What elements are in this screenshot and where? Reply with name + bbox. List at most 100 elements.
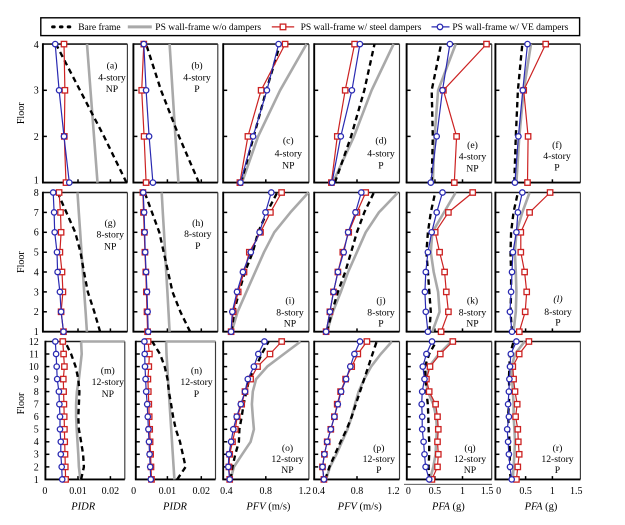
svg-text:Floor: Floor bbox=[16, 102, 27, 124]
svg-text:8-story: 8-story bbox=[96, 230, 124, 241]
svg-text:P: P bbox=[194, 389, 199, 400]
svg-text:(h): (h) bbox=[192, 218, 203, 229]
svg-text:4: 4 bbox=[34, 267, 39, 278]
svg-text:(i): (i) bbox=[285, 296, 294, 307]
svg-text:4-story: 4-story bbox=[98, 72, 126, 83]
svg-text:4-story: 4-story bbox=[275, 149, 303, 160]
svg-text:8-story: 8-story bbox=[544, 307, 572, 318]
svg-text:0.01: 0.01 bbox=[69, 486, 87, 497]
svg-text:P: P bbox=[554, 163, 559, 174]
svg-text:4: 4 bbox=[34, 40, 39, 51]
svg-text:8: 8 bbox=[34, 387, 39, 398]
svg-text:PIDR: PIDR bbox=[70, 502, 95, 513]
svg-text:1.5: 1.5 bbox=[570, 486, 583, 497]
svg-text:(b): (b) bbox=[191, 61, 202, 72]
svg-text:10: 10 bbox=[29, 362, 39, 373]
svg-text:5: 5 bbox=[34, 248, 39, 259]
svg-text:NP: NP bbox=[284, 319, 296, 330]
svg-text:1: 1 bbox=[34, 327, 39, 338]
svg-text:1.2: 1.2 bbox=[387, 486, 400, 497]
svg-text:(l): (l) bbox=[553, 294, 562, 305]
svg-text:1: 1 bbox=[34, 176, 39, 187]
svg-text:0.5: 0.5 bbox=[519, 486, 532, 497]
svg-text:0.01: 0.01 bbox=[159, 486, 177, 497]
svg-text:0.5: 0.5 bbox=[429, 486, 442, 497]
svg-text:9: 9 bbox=[34, 375, 39, 386]
svg-text:(d): (d) bbox=[375, 135, 386, 146]
svg-text:6: 6 bbox=[34, 412, 39, 423]
svg-text:0.8: 0.8 bbox=[260, 486, 273, 497]
svg-text:0: 0 bbox=[496, 486, 501, 497]
svg-text:12-story: 12-story bbox=[541, 454, 573, 465]
svg-text:PFV (m/s): PFV (m/s) bbox=[337, 502, 383, 513]
svg-text:P: P bbox=[195, 241, 200, 252]
svg-text:Bare frame: Bare frame bbox=[78, 22, 120, 33]
svg-text:1.2: 1.2 bbox=[298, 486, 311, 497]
svg-text:7: 7 bbox=[34, 400, 39, 411]
svg-text:4-story: 4-story bbox=[459, 152, 487, 163]
svg-text:7: 7 bbox=[34, 208, 39, 219]
svg-text:1: 1 bbox=[460, 486, 465, 497]
svg-text:(g): (g) bbox=[105, 218, 116, 229]
svg-text:1: 1 bbox=[550, 486, 555, 497]
svg-text:8-story: 8-story bbox=[184, 229, 212, 240]
svg-text:12-story: 12-story bbox=[92, 377, 124, 388]
svg-text:2: 2 bbox=[34, 462, 39, 473]
svg-text:PFA (g): PFA (g) bbox=[524, 502, 558, 513]
svg-text:(k): (k) bbox=[467, 296, 478, 307]
svg-text:P: P bbox=[378, 319, 383, 330]
svg-text:0: 0 bbox=[131, 486, 136, 497]
svg-text:Floor: Floor bbox=[16, 251, 27, 273]
svg-text:P: P bbox=[555, 318, 560, 329]
svg-text:(r): (r) bbox=[553, 443, 563, 454]
svg-text:1.5: 1.5 bbox=[481, 486, 494, 497]
svg-text:0: 0 bbox=[406, 486, 411, 497]
svg-text:NP: NP bbox=[281, 465, 293, 476]
svg-text:(e): (e) bbox=[467, 140, 478, 151]
svg-text:5: 5 bbox=[34, 425, 39, 436]
svg-text:(j): (j) bbox=[376, 296, 385, 307]
svg-text:(f): (f) bbox=[552, 140, 562, 151]
svg-text:8-story: 8-story bbox=[276, 307, 304, 318]
svg-text:P: P bbox=[376, 465, 381, 476]
svg-text:(c): (c) bbox=[283, 135, 294, 146]
svg-text:8: 8 bbox=[34, 188, 39, 199]
svg-text:8-story: 8-story bbox=[459, 307, 487, 318]
svg-text:3: 3 bbox=[34, 287, 39, 298]
svg-text:4-story: 4-story bbox=[543, 151, 571, 162]
svg-text:2: 2 bbox=[34, 132, 39, 143]
svg-text:Floor: Floor bbox=[16, 392, 27, 414]
svg-text:NP: NP bbox=[466, 319, 478, 330]
svg-text:12-story: 12-story bbox=[271, 454, 303, 465]
svg-text:PFA (g): PFA (g) bbox=[431, 502, 465, 513]
svg-text:NP: NP bbox=[102, 389, 114, 400]
svg-text:PFV (m/s): PFV (m/s) bbox=[245, 502, 291, 513]
svg-text:4: 4 bbox=[34, 437, 39, 448]
svg-text:PS wall-frame w/o dampers: PS wall-frame w/o dampers bbox=[155, 22, 261, 33]
svg-text:12-story: 12-story bbox=[454, 454, 486, 465]
svg-text:12-story: 12-story bbox=[180, 377, 212, 388]
svg-text:2: 2 bbox=[34, 307, 39, 318]
svg-text:P: P bbox=[555, 465, 560, 476]
svg-text:0.4: 0.4 bbox=[313, 486, 326, 497]
svg-text:0.02: 0.02 bbox=[102, 486, 120, 497]
svg-text:NP: NP bbox=[282, 160, 294, 171]
svg-text:PS wall-frame w/ VE dampers: PS wall-frame w/ VE dampers bbox=[452, 22, 568, 33]
svg-text:6: 6 bbox=[34, 228, 39, 239]
svg-text:P: P bbox=[378, 160, 383, 171]
svg-text:P: P bbox=[194, 84, 199, 95]
svg-text:(m): (m) bbox=[101, 366, 115, 377]
svg-text:NP: NP bbox=[466, 163, 478, 174]
svg-text:(a): (a) bbox=[107, 61, 118, 72]
svg-text:0.8: 0.8 bbox=[351, 486, 364, 497]
svg-text:8-story: 8-story bbox=[367, 307, 395, 318]
svg-text:(n): (n) bbox=[191, 366, 202, 377]
svg-text:NP: NP bbox=[464, 465, 476, 476]
svg-text:1: 1 bbox=[34, 475, 39, 486]
svg-text:PIDR: PIDR bbox=[162, 502, 187, 513]
svg-text:4-story: 4-story bbox=[183, 72, 211, 83]
svg-text:12: 12 bbox=[29, 337, 39, 348]
svg-text:0.4: 0.4 bbox=[220, 486, 233, 497]
svg-text:0.02: 0.02 bbox=[193, 486, 211, 497]
svg-text:12-story: 12-story bbox=[363, 454, 395, 465]
